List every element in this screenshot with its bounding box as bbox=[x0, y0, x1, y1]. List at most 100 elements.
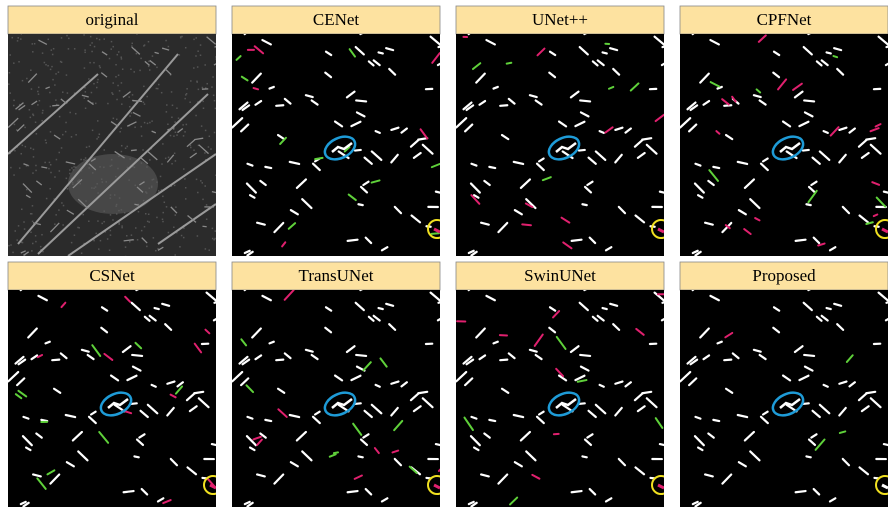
noise bbox=[172, 105, 174, 107]
segment bbox=[438, 46, 442, 47]
noise bbox=[10, 54, 12, 56]
noise bbox=[68, 48, 70, 50]
noise bbox=[213, 239, 215, 241]
noise bbox=[215, 58, 217, 60]
noise bbox=[35, 170, 37, 172]
noise bbox=[186, 88, 188, 90]
noise bbox=[26, 189, 28, 191]
noise bbox=[184, 131, 186, 133]
noise bbox=[32, 51, 34, 53]
noise bbox=[39, 100, 41, 102]
noise bbox=[69, 112, 71, 114]
noise bbox=[66, 74, 68, 76]
noise bbox=[84, 67, 86, 69]
noise bbox=[184, 178, 186, 180]
noise bbox=[29, 109, 31, 111]
noise bbox=[193, 39, 195, 41]
noise bbox=[162, 221, 164, 223]
noise bbox=[31, 250, 32, 252]
noise bbox=[197, 50, 199, 52]
noise bbox=[83, 159, 85, 161]
segment bbox=[124, 491, 134, 492]
noise bbox=[125, 246, 127, 248]
noise bbox=[99, 67, 101, 69]
error-segment bbox=[432, 233, 439, 234]
noise bbox=[58, 152, 60, 154]
noise bbox=[132, 94, 134, 96]
noise bbox=[143, 102, 145, 104]
panel: CENet bbox=[232, 6, 446, 256]
noise bbox=[35, 165, 37, 167]
noise bbox=[145, 213, 147, 215]
noise bbox=[183, 237, 185, 239]
segment bbox=[724, 360, 731, 361]
noise bbox=[185, 47, 187, 49]
noise bbox=[75, 134, 77, 136]
error-segment bbox=[315, 158, 322, 159]
segment bbox=[660, 192, 665, 193]
segment bbox=[52, 360, 59, 361]
noise bbox=[51, 66, 53, 68]
segment bbox=[572, 240, 582, 241]
noise bbox=[50, 164, 52, 166]
image-bg bbox=[456, 34, 664, 256]
noise bbox=[53, 48, 55, 50]
noise bbox=[141, 230, 143, 232]
noise bbox=[67, 92, 69, 94]
noise bbox=[129, 115, 131, 117]
noise bbox=[149, 159, 151, 161]
noise bbox=[66, 35, 68, 37]
figure: originalCENetUNet++CPFNetCSNetTransUNetS… bbox=[0, 0, 888, 507]
noise bbox=[83, 214, 85, 216]
noise bbox=[193, 149, 195, 151]
segment bbox=[884, 192, 888, 193]
noise bbox=[33, 149, 35, 151]
noise bbox=[214, 100, 216, 102]
noise bbox=[45, 64, 47, 66]
panel: UNet++ bbox=[456, 6, 670, 256]
noise bbox=[94, 46, 96, 48]
noise bbox=[204, 152, 206, 154]
noise bbox=[155, 250, 157, 252]
panel-image bbox=[232, 284, 446, 507]
noise bbox=[49, 188, 51, 190]
noise bbox=[68, 38, 70, 40]
noise bbox=[66, 178, 68, 180]
noise bbox=[125, 147, 127, 149]
noise bbox=[129, 106, 131, 108]
segment bbox=[265, 420, 271, 421]
segment bbox=[214, 302, 218, 303]
panel-image bbox=[232, 28, 446, 256]
noise bbox=[156, 88, 158, 90]
noise bbox=[181, 36, 183, 38]
noise bbox=[25, 146, 27, 148]
segment bbox=[358, 204, 362, 205]
noise bbox=[91, 42, 93, 44]
noise bbox=[118, 223, 120, 225]
noise bbox=[118, 51, 120, 53]
noise bbox=[10, 92, 12, 94]
noise bbox=[185, 198, 187, 200]
noise bbox=[71, 136, 73, 138]
noise bbox=[162, 196, 164, 198]
noise bbox=[45, 139, 47, 141]
segment bbox=[579, 403, 585, 404]
noise bbox=[83, 34, 85, 36]
noise bbox=[65, 131, 67, 133]
noise bbox=[88, 78, 90, 80]
noise bbox=[144, 122, 146, 124]
segment bbox=[270, 342, 274, 344]
noise bbox=[97, 79, 99, 81]
noise bbox=[148, 66, 150, 68]
segment bbox=[438, 302, 442, 303]
panel: CSNet bbox=[8, 262, 222, 507]
noise bbox=[80, 159, 82, 161]
noise bbox=[137, 239, 139, 241]
segment bbox=[500, 105, 507, 106]
segment bbox=[356, 100, 366, 101]
noise bbox=[147, 123, 149, 125]
noise bbox=[185, 187, 187, 189]
segment bbox=[436, 444, 441, 445]
noise bbox=[30, 213, 32, 215]
noise bbox=[140, 58, 142, 60]
